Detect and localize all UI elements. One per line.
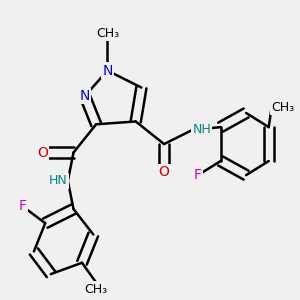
Text: CH₃: CH₃	[96, 26, 119, 40]
Text: CH₃: CH₃	[272, 101, 295, 114]
Text: HN: HN	[49, 174, 68, 187]
Text: N: N	[102, 64, 113, 78]
Text: F: F	[19, 199, 27, 213]
Text: O: O	[159, 165, 170, 179]
Text: F: F	[194, 168, 202, 182]
Text: O: O	[37, 146, 48, 160]
Text: CH₃: CH₃	[85, 283, 108, 296]
Text: N: N	[80, 89, 90, 103]
Text: NH: NH	[192, 123, 211, 136]
